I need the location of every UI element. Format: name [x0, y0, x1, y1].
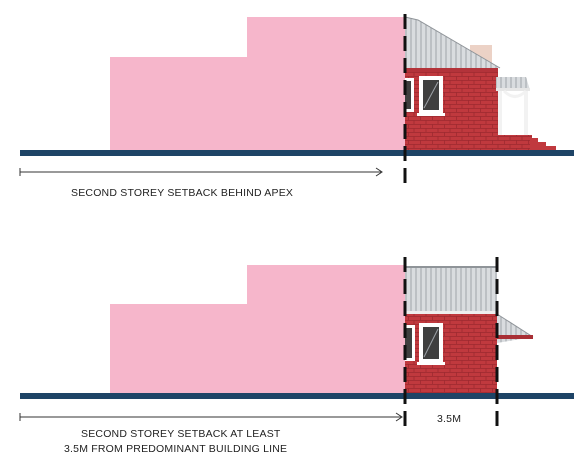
addition-volume — [110, 17, 405, 151]
existing-cottage — [404, 16, 556, 151]
setback-arrow — [19, 167, 383, 177]
dimension-label: 3.5M — [437, 413, 461, 425]
window — [417, 323, 445, 365]
ground-line — [20, 393, 574, 399]
addition-volume — [110, 265, 405, 395]
ground-line — [20, 150, 574, 156]
window — [405, 325, 415, 361]
setback-caption-line-1: SECOND STOREY SETBACK AT LEAST — [81, 428, 281, 440]
existing-cottage — [405, 266, 534, 396]
panel-setback-3-5m: 3.5M SECOND STOREY SETBACK AT LEAST 3.5M… — [19, 257, 574, 455]
panel-setback-behind-apex: SECOND STOREY SETBACK BEHIND APEX — [19, 14, 574, 199]
setback-caption: SECOND STOREY SETBACK BEHIND APEX — [71, 187, 293, 199]
window — [417, 76, 445, 116]
setback-arrow — [19, 412, 403, 422]
setback-caption-line-2: 3.5M FROM PREDOMINANT BUILDING LINE — [64, 443, 287, 455]
window — [405, 78, 414, 112]
